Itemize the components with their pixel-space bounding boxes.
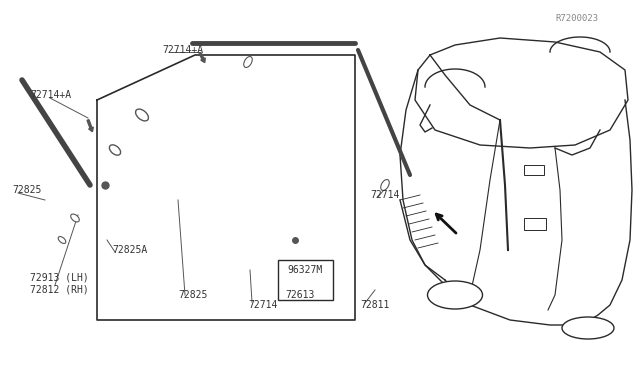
Ellipse shape (58, 237, 66, 243)
Text: 72913 (LH): 72913 (LH) (30, 273, 89, 283)
Bar (524, 218, 546, 230)
Bar (278, 260, 333, 300)
FancyArrow shape (87, 120, 93, 132)
Text: 72714: 72714 (248, 300, 277, 310)
Text: 96327M: 96327M (287, 265, 323, 275)
Ellipse shape (244, 57, 252, 67)
FancyArrow shape (199, 52, 205, 62)
Ellipse shape (70, 214, 79, 222)
Text: 72812 (RH): 72812 (RH) (30, 285, 89, 295)
Text: 72714: 72714 (370, 190, 399, 200)
Text: 72613: 72613 (285, 290, 314, 300)
Ellipse shape (381, 180, 389, 190)
Text: R7200023: R7200023 (555, 13, 598, 22)
Ellipse shape (136, 109, 148, 121)
Ellipse shape (428, 281, 483, 309)
Text: 72714+A: 72714+A (162, 45, 203, 55)
Text: 72825: 72825 (178, 290, 207, 300)
Ellipse shape (562, 317, 614, 339)
Text: 72825A: 72825A (112, 245, 147, 255)
Text: 72811: 72811 (360, 300, 389, 310)
Text: 72825: 72825 (12, 185, 42, 195)
Bar (524, 165, 544, 175)
Text: 72714+A: 72714+A (30, 90, 71, 100)
Ellipse shape (109, 145, 120, 155)
